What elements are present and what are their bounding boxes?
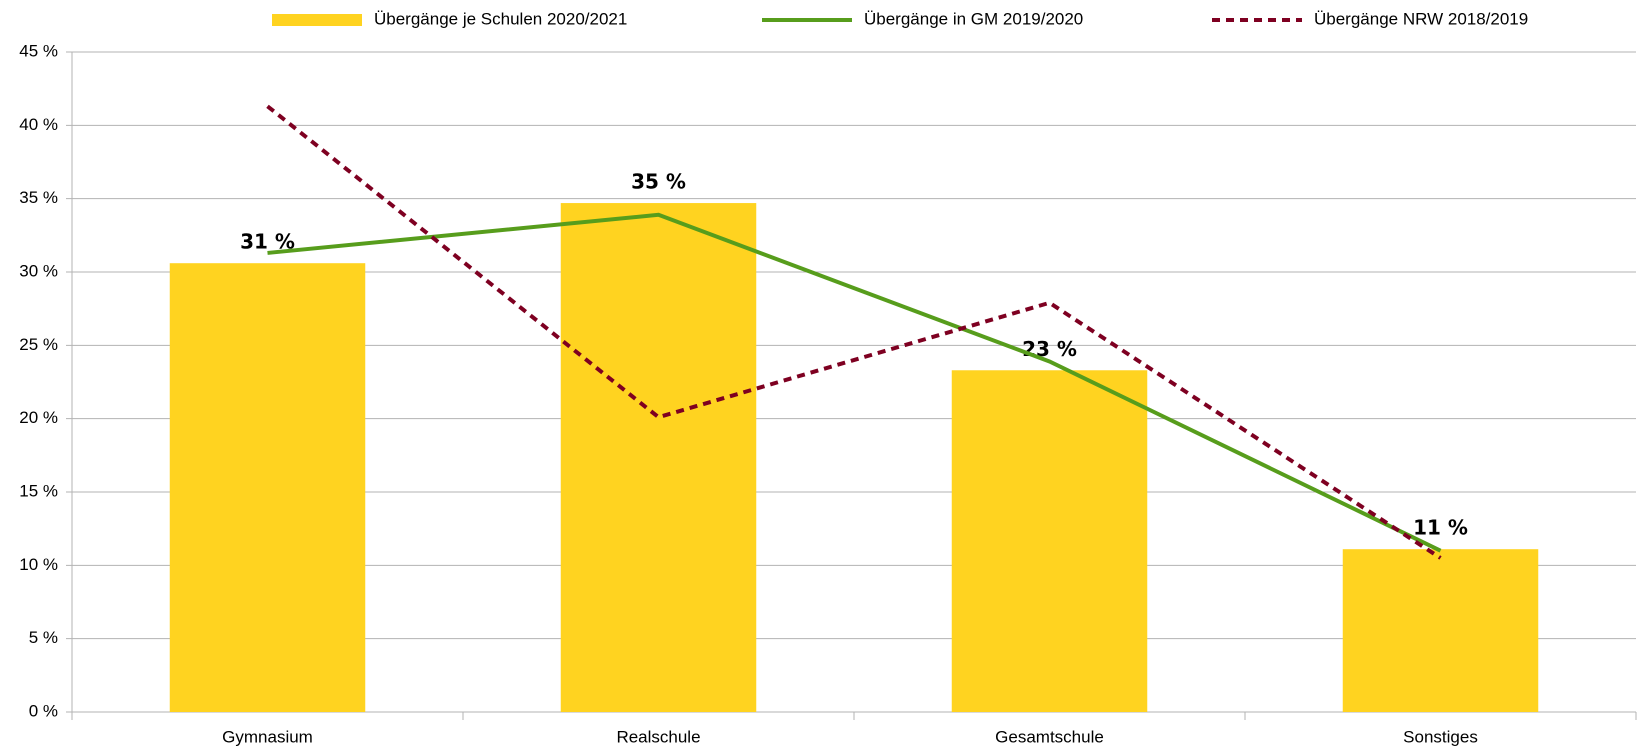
- data-label: 35 %: [631, 170, 686, 194]
- bar: [1342, 549, 1539, 712]
- line: [266, 104, 1442, 560]
- y-tick-label: 40 %: [19, 115, 58, 134]
- y-tick-label: 45 %: [19, 41, 58, 60]
- y-tick-label: 20 %: [19, 408, 58, 427]
- x-tick-label: Gesamtschule: [995, 727, 1104, 746]
- y-tick-label: 25 %: [19, 335, 58, 354]
- legend-label: Übergänge NRW 2018/2019: [1314, 9, 1528, 28]
- y-tick-label: 35 %: [19, 188, 58, 207]
- bar: [951, 370, 1148, 712]
- x-tick-label: Gymnasium: [222, 727, 313, 746]
- y-tick-label: 0 %: [29, 701, 58, 720]
- legend-swatch: [272, 14, 362, 26]
- legend-label: Übergänge in GM 2019/2020: [864, 9, 1083, 28]
- x-tick-label: Sonstiges: [1403, 727, 1478, 746]
- bar: [169, 263, 366, 712]
- legend-label: Übergänge je Schulen 2020/2021: [374, 9, 627, 28]
- y-tick-label: 10 %: [19, 555, 58, 574]
- bar: [560, 203, 757, 713]
- y-tick-label: 15 %: [19, 481, 58, 500]
- x-tick-label: Realschule: [616, 727, 700, 746]
- line: [267, 212, 1442, 553]
- y-tick-label: 30 %: [19, 261, 58, 280]
- y-tick-label: 5 %: [29, 628, 58, 647]
- data-label: 23 %: [1022, 337, 1077, 361]
- data-label: 11 %: [1413, 516, 1468, 540]
